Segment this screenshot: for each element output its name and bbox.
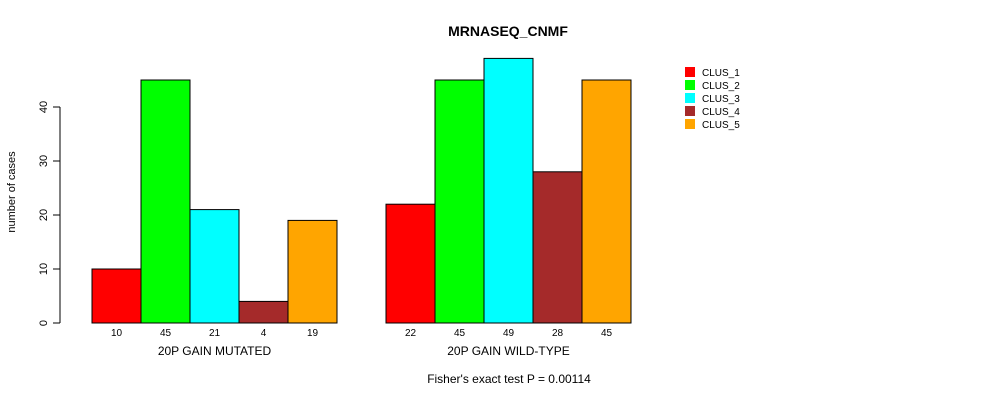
group-label: 20P GAIN WILD-TYPE <box>447 344 569 358</box>
legend: CLUS_1 CLUS_2 CLUS_3 CLUS_4 CLUS_5 <box>685 67 740 131</box>
bar-count-label: 45 <box>160 328 172 339</box>
legend-label: CLUS_3 <box>702 94 740 105</box>
legend-label: CLUS_2 <box>702 81 740 92</box>
chart-title: MRNASEQ_CNMF <box>448 23 568 39</box>
y-tick-label: 20 <box>38 209 50 221</box>
bar <box>238 300 289 324</box>
bar-group: 22 45 49 28 45 20P GAIN WILD-TYPE <box>385 57 632 358</box>
bar-count-label: 10 <box>111 328 123 339</box>
legend-swatch <box>685 93 695 103</box>
bar <box>532 171 583 324</box>
bar <box>189 209 240 324</box>
bar-count-label: 22 <box>405 328 417 339</box>
bar <box>483 57 534 324</box>
legend-swatch <box>685 67 695 77</box>
legend-label: CLUS_4 <box>702 107 740 118</box>
legend-swatch <box>685 80 695 90</box>
bar <box>434 79 485 324</box>
y-tick-label: 0 <box>38 320 50 326</box>
bar-count-label: 4 <box>261 328 267 339</box>
y-tick-label: 30 <box>38 155 50 167</box>
bar-count-label: 19 <box>307 328 319 339</box>
bar <box>91 268 142 324</box>
bar-count-label: 45 <box>454 328 466 339</box>
legend-label: CLUS_1 <box>702 68 740 79</box>
bar <box>581 79 632 324</box>
bar <box>140 79 191 324</box>
legend-swatch <box>685 106 695 116</box>
bar-count-label: 21 <box>209 328 221 339</box>
bar <box>287 219 338 324</box>
y-axis-label: number of cases <box>6 151 18 233</box>
bar-count-label: 49 <box>503 328 515 339</box>
y-axis-ticks: 0 10 20 30 40 <box>38 101 60 326</box>
fisher-test-note: Fisher's exact test P = 0.00114 <box>427 372 591 386</box>
y-tick-label: 10 <box>38 263 50 275</box>
group-label: 20P GAIN MUTATED <box>158 344 272 358</box>
legend-swatch <box>685 119 695 129</box>
bar-groups: 10 45 21 4 19 20P GAIN MUTATED 22 45 49 28 45 20P G… <box>91 57 632 358</box>
bar <box>385 203 436 324</box>
bar-count-label: 45 <box>601 328 613 339</box>
bar-group: 10 45 21 4 19 20P GAIN MUTATED <box>91 79 338 358</box>
bar-count-label: 28 <box>552 328 564 339</box>
y-tick-label: 40 <box>38 101 50 113</box>
legend-label: CLUS_5 <box>702 120 740 131</box>
